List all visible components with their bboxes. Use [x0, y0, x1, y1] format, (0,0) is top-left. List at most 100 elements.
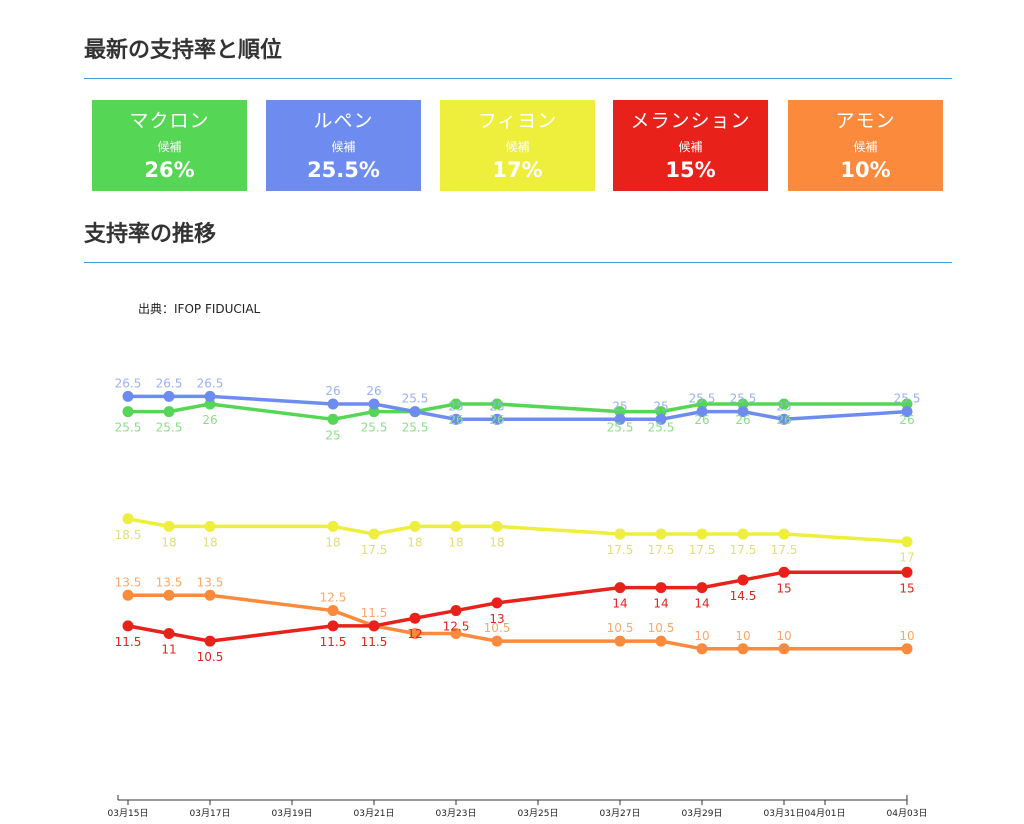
data-point[interactable] [204, 520, 216, 532]
data-label: 12 [407, 627, 422, 641]
data-point[interactable] [163, 520, 175, 532]
data-label: 25 [776, 399, 791, 413]
data-point[interactable] [614, 413, 626, 425]
data-point[interactable] [368, 620, 380, 632]
data-label: 11.5 [115, 635, 142, 649]
data-label: 10.5 [484, 621, 511, 635]
data-point[interactable] [614, 406, 626, 418]
data-point[interactable] [409, 612, 421, 624]
data-point[interactable] [368, 406, 380, 418]
data-point[interactable] [655, 582, 667, 594]
data-label: 26 [489, 413, 504, 427]
data-point[interactable] [204, 390, 216, 402]
data-point[interactable] [122, 406, 134, 418]
data-point[interactable] [491, 597, 503, 609]
data-point[interactable] [737, 643, 749, 655]
card-macron: マクロン 候補 26% [92, 100, 247, 191]
data-point[interactable] [450, 605, 462, 617]
card-percent: 26% [144, 158, 195, 182]
x-tick-label: 03月29日 [682, 808, 723, 819]
card-percent: 10% [840, 158, 891, 182]
data-label: 11.5 [361, 606, 388, 620]
data-point[interactable] [327, 605, 339, 617]
data-label: 17.5 [730, 543, 757, 557]
data-label: 13.5 [156, 575, 183, 589]
data-label: 14 [694, 597, 709, 611]
data-label: 25.5 [689, 392, 716, 406]
data-point[interactable] [204, 589, 216, 601]
data-point[interactable] [409, 520, 421, 532]
data-point[interactable] [614, 582, 626, 594]
data-point[interactable] [491, 635, 503, 647]
data-label: 17.5 [361, 543, 388, 557]
series-hamon [122, 589, 913, 655]
data-point[interactable] [901, 566, 913, 578]
data-point[interactable] [778, 398, 790, 410]
data-point[interactable] [696, 582, 708, 594]
data-point[interactable] [696, 406, 708, 418]
data-point[interactable] [491, 413, 503, 425]
data-point[interactable] [204, 398, 216, 410]
data-point[interactable] [901, 643, 913, 655]
data-label: 12.5 [443, 620, 470, 634]
card-name: ルペン [313, 110, 374, 132]
data-point[interactable] [778, 643, 790, 655]
data-point[interactable] [368, 528, 380, 540]
data-point[interactable] [450, 520, 462, 532]
data-point[interactable] [163, 390, 175, 402]
data-point[interactable] [122, 620, 134, 632]
data-point[interactable] [901, 536, 913, 548]
data-point[interactable] [163, 628, 175, 639]
data-point[interactable] [368, 398, 380, 410]
data-label: 25 [448, 399, 463, 413]
data-point[interactable] [450, 413, 462, 425]
data-point[interactable] [409, 628, 421, 639]
data-point[interactable] [737, 528, 749, 540]
data-point[interactable] [778, 413, 790, 425]
data-label: 15 [899, 581, 914, 595]
data-point[interactable] [122, 589, 134, 601]
data-label: 14 [653, 597, 668, 611]
card-name: アモン [835, 110, 896, 132]
data-label: 10 [694, 629, 709, 643]
data-point[interactable] [696, 528, 708, 540]
data-point[interactable] [327, 520, 339, 532]
data-point[interactable] [655, 635, 667, 647]
data-point[interactable] [409, 406, 421, 418]
series-line-lepen [128, 394, 908, 422]
data-point[interactable] [614, 635, 626, 647]
data-point[interactable] [614, 528, 626, 540]
data-point[interactable] [655, 413, 667, 425]
trend-title: 支持率の推移 [84, 222, 217, 247]
data-point[interactable] [163, 406, 175, 418]
series-lepen [122, 390, 913, 425]
x-tick-label: 03月23日 [436, 808, 477, 819]
data-point[interactable] [901, 398, 913, 410]
data-point[interactable] [163, 589, 175, 601]
data-point[interactable] [327, 620, 339, 632]
x-tick-label: 03月31日 [764, 808, 805, 819]
data-point[interactable] [491, 520, 503, 532]
data-point[interactable] [122, 390, 134, 402]
data-point[interactable] [450, 628, 462, 639]
data-point[interactable] [778, 566, 790, 578]
data-point[interactable] [327, 398, 339, 410]
data-label: 25.5 [730, 392, 757, 406]
data-point[interactable] [737, 406, 749, 418]
card-sub: 候補 [678, 140, 703, 154]
data-point[interactable] [737, 398, 749, 410]
data-point[interactable] [491, 398, 503, 410]
data-point[interactable] [901, 406, 913, 418]
data-point[interactable] [655, 528, 667, 540]
data-point[interactable] [450, 398, 462, 410]
data-point[interactable] [737, 574, 749, 586]
data-point[interactable] [122, 513, 134, 525]
card-melenchon: メランション 候補 15% [613, 100, 768, 191]
data-point[interactable] [327, 413, 339, 425]
data-point[interactable] [696, 398, 708, 410]
data-point[interactable] [655, 406, 667, 418]
x-tick-label: 03月25日 [518, 808, 559, 819]
data-point[interactable] [204, 635, 216, 647]
data-point[interactable] [696, 643, 708, 655]
data-point[interactable] [778, 528, 790, 540]
